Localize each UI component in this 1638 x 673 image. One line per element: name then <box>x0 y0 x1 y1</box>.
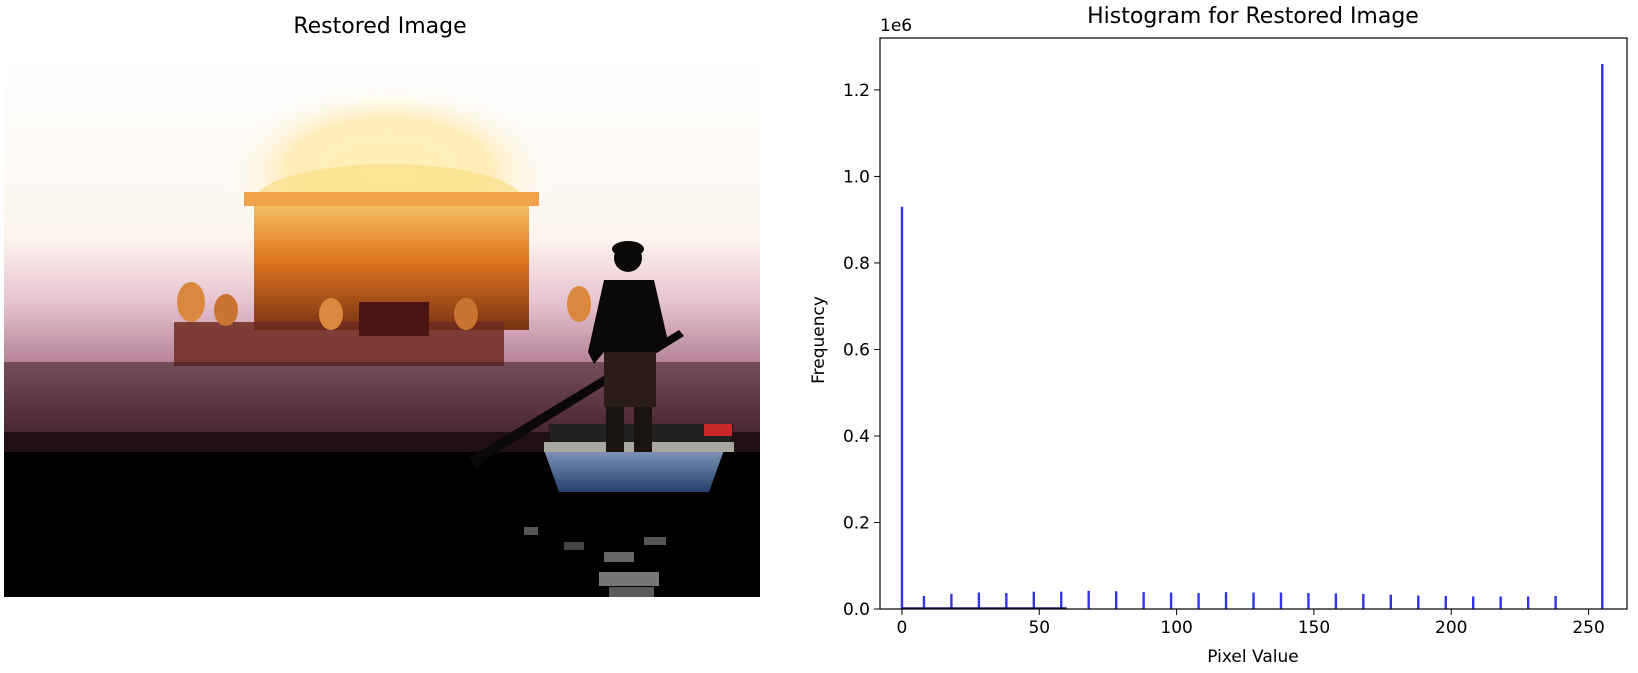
histogram-bar <box>1032 591 1035 609</box>
y-tick-label: 0.6 <box>843 340 870 360</box>
histogram-bar <box>950 593 953 609</box>
histogram-bar <box>1526 596 1530 609</box>
y-tick-label: 0.0 <box>843 600 870 620</box>
histogram-bar <box>1087 590 1090 609</box>
histogram-bar <box>1389 594 1393 609</box>
histogram-bar <box>1362 593 1365 609</box>
histogram-bar <box>1005 592 1008 609</box>
histogram-bar <box>900 206 904 610</box>
x-tick-label: 150 <box>1298 618 1330 638</box>
chart-title: Histogram for Restored Image <box>1087 4 1419 29</box>
y-tick-label: 0.8 <box>843 254 870 274</box>
histogram-bar <box>1307 592 1310 609</box>
x-tick-label: 0 <box>897 618 908 638</box>
histogram-bar <box>1279 592 1283 609</box>
histogram-bar <box>922 596 926 609</box>
histogram-bar <box>1601 63 1604 610</box>
histogram-bar <box>1499 596 1502 609</box>
histogram-bar <box>1060 591 1063 609</box>
histogram-bar <box>1554 596 1557 609</box>
x-axis-ticks: 0 50 100 150 200 250 <box>897 609 1605 638</box>
y-tick-label: 1.2 <box>843 81 870 101</box>
y-axis-label: Frequency <box>809 296 829 384</box>
histogram-bar <box>1252 592 1255 609</box>
histogram-bars <box>900 63 1604 610</box>
histogram-bar <box>1224 592 1228 609</box>
plot-frame <box>879 37 1628 610</box>
x-axis-label: Pixel Value <box>1207 647 1298 667</box>
y-axis-ticks: 0.0 0.2 0.4 0.6 0.8 1.0 1.2 <box>843 81 880 620</box>
x-tick-label: 200 <box>1435 618 1467 638</box>
histogram-bar <box>977 592 981 609</box>
y-tick-label: 0.2 <box>843 513 870 533</box>
histogram-bar <box>1417 595 1420 609</box>
histogram-bar <box>1197 592 1200 609</box>
image-title: Restored Image <box>293 14 467 39</box>
x-tick-label: 50 <box>1028 618 1050 638</box>
histogram-bar <box>1169 592 1173 609</box>
histogram-bar <box>1472 596 1475 609</box>
restored-photo <box>4 52 760 597</box>
histogram-bar <box>1114 591 1118 609</box>
histogram-bar <box>1444 596 1447 609</box>
x-tick-label: 250 <box>1572 618 1604 638</box>
histogram-bar <box>1142 592 1145 609</box>
y-tick-label: 0.4 <box>843 427 870 447</box>
histogram-low-bins <box>901 607 1067 609</box>
histogram-bar <box>1334 593 1338 609</box>
y-tick-label: 1.0 <box>843 167 870 187</box>
x-tick-label: 100 <box>1160 618 1192 638</box>
offset-text: 1e6 <box>880 16 912 36</box>
